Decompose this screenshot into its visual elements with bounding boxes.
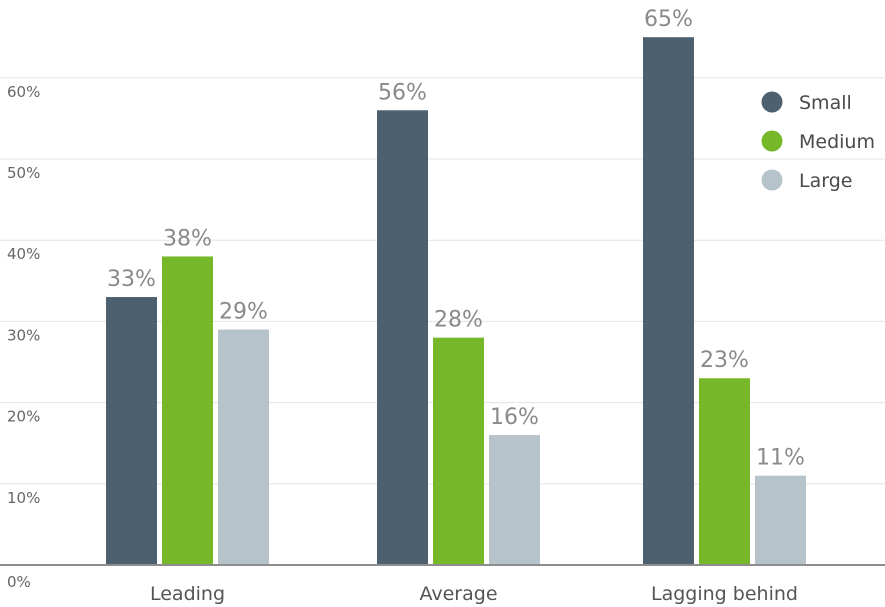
- legend-dot-medium: [761, 130, 783, 152]
- value-label: 33%: [107, 267, 156, 292]
- bar-large-leading: [218, 329, 269, 565]
- y-tick-label: 0%: [7, 573, 31, 591]
- bar-medium-average: [433, 337, 484, 565]
- category-label: Leading: [150, 583, 225, 605]
- value-label: 23%: [700, 348, 749, 373]
- legend-label-small: Small: [799, 92, 852, 114]
- value-label: 56%: [378, 80, 427, 105]
- value-label: 28%: [434, 308, 483, 333]
- category-label: Average: [419, 583, 497, 605]
- y-axis-ticks: 0% 10% 20% 30% 40% 50% 60%: [7, 83, 40, 591]
- value-labels: 33% 38% 29% 56% 28% 16% 65% 23% 11%: [107, 7, 805, 470]
- category-labels: Leading Average Lagging behind: [150, 583, 798, 605]
- bar-medium-leading: [162, 256, 213, 565]
- legend: Small Medium Large: [761, 91, 875, 192]
- y-tick-label: 30%: [7, 326, 40, 344]
- value-label: 38%: [163, 226, 212, 251]
- value-label: 11%: [756, 446, 805, 471]
- y-tick-label: 50%: [7, 164, 40, 182]
- bars: [106, 37, 806, 565]
- category-label: Lagging behind: [651, 583, 798, 605]
- legend-label-medium: Medium: [799, 131, 875, 153]
- bar-medium-lagging-behind: [699, 378, 750, 565]
- value-label: 16%: [490, 405, 539, 430]
- legend-label-large: Large: [799, 170, 852, 192]
- bar-small-leading: [106, 297, 157, 565]
- y-tick-label: 20%: [7, 408, 40, 426]
- bar-large-lagging-behind: [755, 475, 806, 565]
- y-tick-label: 60%: [7, 83, 40, 101]
- bar-small-average: [377, 110, 428, 565]
- y-tick-label: 10%: [7, 489, 40, 507]
- value-label: 29%: [219, 300, 268, 325]
- legend-dot-small: [761, 91, 783, 113]
- value-label: 65%: [644, 7, 693, 32]
- bar-large-average: [489, 435, 540, 565]
- legend-dot-large: [761, 169, 783, 191]
- bar-small-lagging-behind: [643, 37, 694, 565]
- y-tick-label: 40%: [7, 245, 40, 263]
